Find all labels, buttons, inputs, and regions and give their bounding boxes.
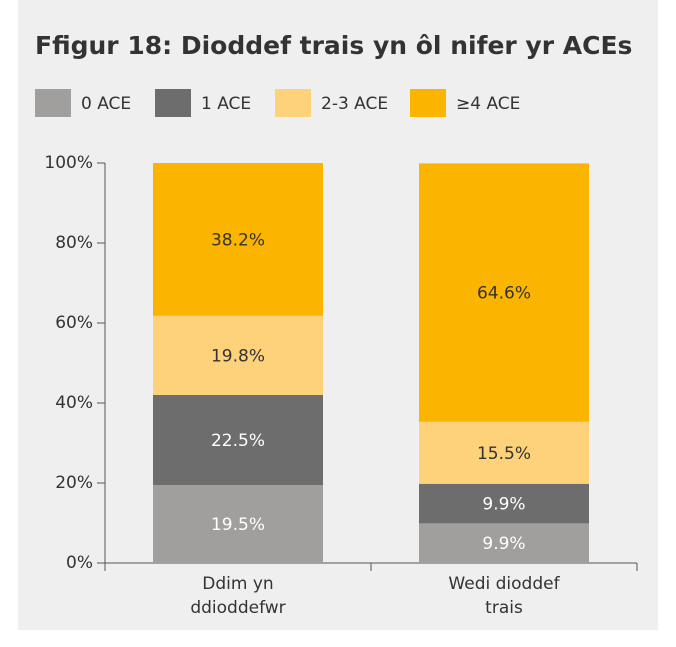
y-tick-label: 60% xyxy=(55,313,93,333)
bar-segment xyxy=(153,163,323,316)
legend-swatch xyxy=(35,89,71,117)
bar-segment xyxy=(419,483,589,524)
data-label: 22.5% xyxy=(211,431,265,451)
legend-swatch xyxy=(275,89,311,117)
data-label: 19.5% xyxy=(211,515,265,535)
bar-segment xyxy=(419,421,589,484)
x-tick-label: Wedi dioddef trais xyxy=(448,574,560,618)
data-label: 19.8% xyxy=(211,346,265,366)
chart-title: Ffigur 18: Dioddef trais yn ôl nifer yr … xyxy=(35,31,632,60)
bar-segment xyxy=(419,163,589,422)
legend-label: ≥4 ACE xyxy=(456,94,520,114)
bar-segment xyxy=(153,395,323,485)
data-label: 9.9% xyxy=(482,495,525,515)
data-label: 15.5% xyxy=(477,444,531,464)
y-tick-label: 80% xyxy=(55,233,93,253)
bar-segment xyxy=(153,485,323,563)
legend-label: 1 ACE xyxy=(201,94,251,114)
bar-segment xyxy=(419,523,589,563)
data-label: 9.9% xyxy=(482,534,525,554)
legend-label: 2-3 ACE xyxy=(321,94,388,114)
data-label: 38.2% xyxy=(211,230,265,250)
x-tick-label: Ddim yn ddioddefwr xyxy=(190,574,286,618)
data-label: 64.6% xyxy=(477,284,531,304)
bar-segment xyxy=(153,315,323,395)
legend-swatch xyxy=(155,89,191,117)
y-tick-label: 0% xyxy=(66,553,93,573)
y-tick-label: 20% xyxy=(55,473,93,493)
y-tick-label: 40% xyxy=(55,393,93,413)
legend-label: 0 ACE xyxy=(81,94,131,114)
y-tick-label: 100% xyxy=(44,153,93,173)
legend-swatch xyxy=(410,89,446,117)
